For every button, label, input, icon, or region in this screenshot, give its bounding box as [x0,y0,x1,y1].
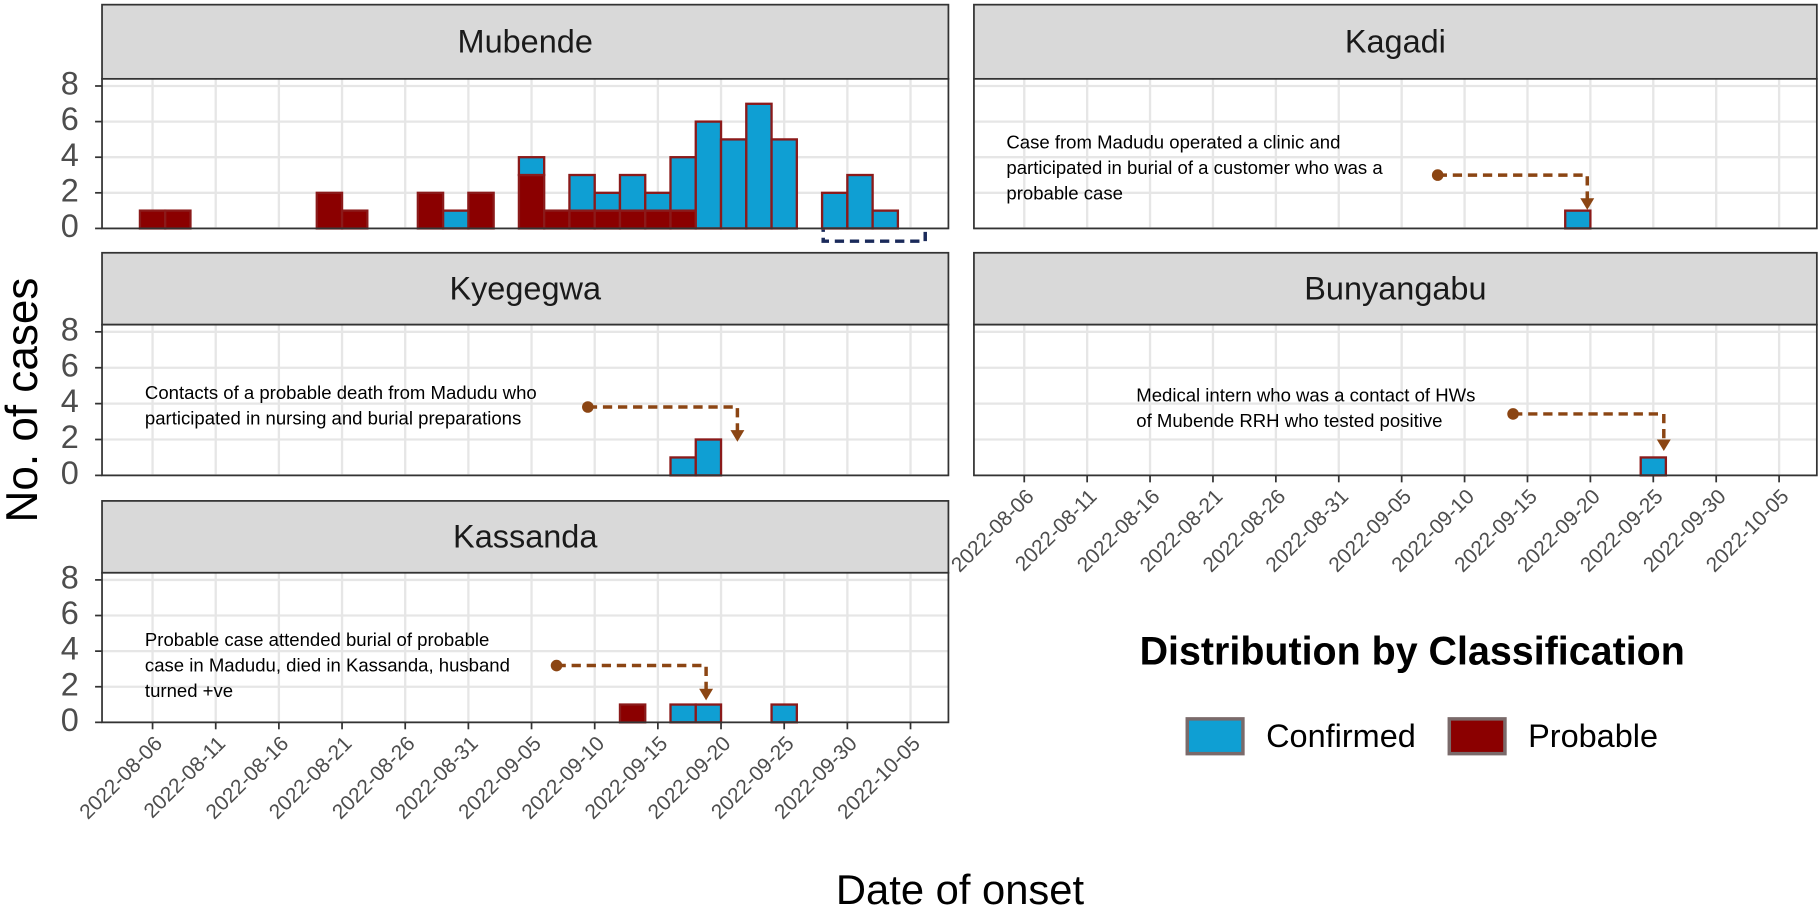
bar [593,209,622,230]
bar [846,173,874,230]
arrow-head [1656,439,1671,452]
bar [1564,209,1592,230]
bar [770,138,798,230]
bar [669,456,697,477]
arrow-head [699,688,714,701]
y-tick-label: 4 [61,631,79,667]
bar [694,438,723,477]
legend: Confirmed Probable [1185,717,1658,756]
bar [340,209,369,230]
bar [568,173,596,212]
y-tick-label: 0 [61,702,79,738]
x-axis-label: Date of onset [836,866,1085,913]
annotation: Case from Madudu operated a clinic and [1006,132,1340,153]
bar [618,173,647,212]
bar [719,138,748,230]
facet-title: Mubende [458,24,593,60]
annotation: participated in burial of a customer who… [1006,157,1383,178]
bar [618,703,647,724]
bar [1639,456,1668,477]
y-tick-label: 2 [61,666,79,702]
panel [973,324,1817,476]
annotation-dot [582,401,594,413]
bar [694,703,723,724]
legend-title: Distribution by Classification [1140,629,1685,673]
strip [101,500,950,574]
bar [644,209,672,230]
bar [138,209,167,230]
bar [568,209,596,230]
y-tick-label: 8 [61,311,79,347]
bar [593,191,622,212]
y-tick-label: 6 [61,595,79,631]
panel [102,572,949,723]
bar [315,191,344,230]
bar [618,209,647,230]
y-tick-label: 4 [61,137,79,173]
annotation: case in Madudu, died in Kassanda, husban… [145,655,510,676]
y-tick-label: 8 [61,559,79,595]
annotation: turned +ve [145,680,233,701]
bar [669,156,697,212]
y-tick-label: 2 [61,419,79,455]
bar [517,173,546,230]
y-tick-label: 0 [61,455,79,491]
y-tick-label: 4 [61,383,79,419]
annotation-dot [1507,408,1519,420]
annotation-dot [1431,169,1444,181]
annotation-arrow [587,405,740,433]
annotation-arrow [1513,412,1666,442]
facet-title: Kassanda [453,519,598,555]
y-tick-label: 6 [61,101,79,137]
bar [517,156,546,177]
bar [467,191,495,230]
y-axis-label: No. of cases [0,278,47,523]
y-tick-label: 6 [61,347,79,383]
annotation: of Mubende RRH who tested positive [1136,410,1442,431]
arrow-head [730,430,745,442]
facet-title: Kyegegwa [449,271,602,307]
legend-label: Probable [1528,718,1658,754]
bar [543,209,571,230]
legend-key [1447,717,1507,756]
bar [694,120,723,230]
bar [441,209,470,230]
strip [101,251,950,326]
panel-border [101,77,950,230]
panel-border [101,571,950,724]
bar [770,703,798,724]
panel [973,78,1817,229]
panel-border [973,323,1818,477]
bar [871,209,900,230]
annotation-arrow [556,663,708,692]
annotation: Contacts of a probable death from Madudu… [145,382,537,403]
annotation: probable case [1006,183,1123,204]
annotation: participated in nursing and burial prepa… [145,408,521,429]
bar [644,191,672,212]
annotation-dot [550,659,563,672]
facet-title: Kagadi [1345,24,1446,60]
annotation-arrow [1437,173,1590,201]
bar [164,209,192,230]
facet-title: Bunyangabu [1304,271,1486,307]
y-tick-label: 0 [61,208,79,244]
y-tick-label: 2 [61,172,79,208]
panel-border [101,323,950,477]
bar [669,703,697,724]
bar [416,191,445,230]
annotation: Medical intern who was a contact of HWs [1136,384,1475,405]
legend-label: Confirmed [1266,718,1416,754]
arrow-head [1580,198,1595,210]
bar [745,102,773,230]
bar [820,191,849,230]
panel [102,324,949,476]
legend-key [1185,717,1245,756]
bar [669,209,697,230]
strip [973,3,1818,80]
y-tick-label: 8 [61,66,79,102]
strip [973,251,1818,326]
panel-border [973,77,1818,230]
annotation: Probable case attended burial of probabl… [145,629,489,650]
